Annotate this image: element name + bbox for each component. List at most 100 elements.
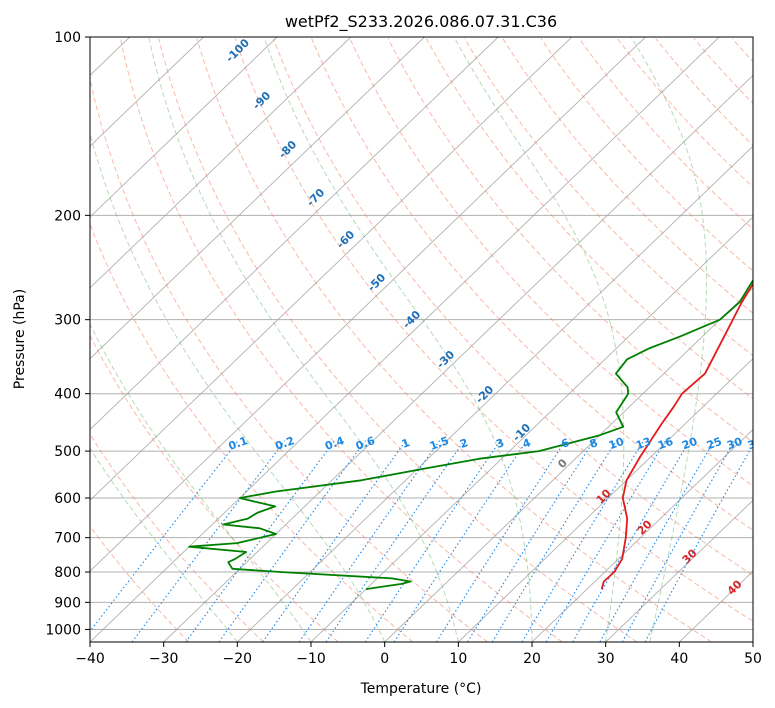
dry-adiabat-label: -80 <box>276 138 299 161</box>
temperature-profile-line <box>600 282 753 590</box>
isotherm-line <box>310 216 753 642</box>
x-tick-label: −40 <box>75 651 105 667</box>
x-tick-label: −20 <box>223 651 253 667</box>
isotherm-line <box>90 37 646 572</box>
mixing-ratio-label: 25 <box>705 435 724 452</box>
mixing-ratio-line <box>644 443 753 642</box>
mixing-ratio-label: 0.1 <box>227 434 250 453</box>
mixing-ratio-label: 8 <box>588 436 600 451</box>
mixing-ratio-line <box>572 440 691 642</box>
mixing-ratio-label: 2 <box>458 436 470 451</box>
dry-adiabat-line <box>120 38 563 642</box>
y-tick-label: 1000 <box>45 622 81 638</box>
mixing-ratio-label: 0.2 <box>273 434 296 453</box>
isotherm-line <box>90 37 499 431</box>
mixing-ratio-line <box>262 440 407 642</box>
x-tick-label: 40 <box>670 651 688 667</box>
mixing-ratio-label: 1 <box>400 436 412 451</box>
dry-adiabat-label: 30 <box>680 546 700 566</box>
mixing-ratio-line <box>621 440 736 642</box>
dry-adiabat-label: -90 <box>250 89 273 112</box>
dry-adiabat-line <box>655 38 753 146</box>
isotherm-line <box>90 37 573 501</box>
dry-adiabat-label: -20 <box>473 383 496 406</box>
mixing-ratio-line <box>393 440 528 642</box>
dry-adiabat-line <box>272 38 753 576</box>
dry-adiabat-label: 20 <box>635 517 655 537</box>
dry-adiabat-line <box>540 38 753 272</box>
y-axis-label: Pressure (hPa) <box>12 289 28 389</box>
dry-adiabat-label: -60 <box>334 228 357 251</box>
dry-adiabat-line <box>158 38 638 642</box>
dry-adiabat-line <box>311 38 753 531</box>
x-tick-label: 10 <box>449 651 467 667</box>
mixing-ratio-line <box>90 440 239 633</box>
y-tick-label: 900 <box>54 595 81 611</box>
mixing-ratio-line <box>435 440 566 642</box>
dry-adiabat-label: -100 <box>223 36 252 65</box>
dry-adiabat-line <box>770 39 775 643</box>
isotherm-line <box>90 37 204 147</box>
x-axis-label: Temperature (°C) <box>360 681 482 697</box>
dry-adiabat-line <box>90 433 264 642</box>
isotherm-line <box>531 428 753 642</box>
mixing-ratio-line <box>491 440 617 642</box>
dry-adiabat-label: 0 <box>555 456 570 471</box>
dry-adiabat-line <box>502 38 753 314</box>
isotherm-line <box>90 37 425 360</box>
moist-adiabat-line <box>148 37 459 642</box>
mixing-ratio-line <box>325 440 465 642</box>
mixing-ratio-line <box>467 440 595 642</box>
dry-adiabat-label: -50 <box>365 271 388 294</box>
x-tick-label: −10 <box>296 651 326 667</box>
moist-adiabat-line <box>453 37 625 642</box>
dry-adiabat-line <box>693 38 753 105</box>
x-tick-label: −30 <box>149 651 179 667</box>
mixing-ratio-line <box>364 440 501 642</box>
isotherm-line <box>605 499 753 642</box>
dry-adiabat-line <box>425 38 753 400</box>
isotherm-line <box>90 37 720 642</box>
moist-adiabat-line <box>630 37 708 642</box>
moist-adiabat-line <box>263 37 533 642</box>
dry-adiabat-label: -70 <box>304 186 327 209</box>
mixing-ratio-line <box>131 440 286 642</box>
mixing-ratio-label: 1.5 <box>428 434 451 453</box>
isotherm-line <box>0 37 56 642</box>
mixing-ratio-label: 4 <box>521 436 533 451</box>
y-tick-label: 600 <box>54 491 81 507</box>
isotherm-line <box>384 287 753 642</box>
isotherm-line <box>90 37 278 218</box>
x-tick-label: 50 <box>744 651 762 667</box>
isotherm-line <box>163 74 753 642</box>
mixing-ratio-line <box>185 440 336 642</box>
y-tick-label: 200 <box>54 208 81 224</box>
mixing-ratio-label: 6 <box>559 436 571 451</box>
dry-adiabat-label: -40 <box>400 308 423 331</box>
y-tick-label: 100 <box>54 30 81 46</box>
x-tick-label: 20 <box>523 651 541 667</box>
dry-adiabat-line <box>349 38 753 487</box>
chart-title: wetPf2_S233.2026.086.07.31.C36 <box>285 12 557 32</box>
y-tick-label: 400 <box>54 387 81 403</box>
mixing-ratio-line <box>298 440 440 642</box>
mixing-ratio-label: 30 <box>725 435 744 453</box>
dry-adiabat-line <box>234 38 753 622</box>
dewpoint-profile-line <box>188 278 753 590</box>
y-tick-label: 300 <box>54 313 81 329</box>
dry-adiabat-line <box>464 38 753 357</box>
y-tick-label: 700 <box>54 531 81 547</box>
isotherm-line <box>90 37 352 289</box>
x-tick-label: 30 <box>597 651 615 667</box>
y-tick-label: 800 <box>54 565 81 581</box>
dry-adiabat-label: -30 <box>434 348 457 371</box>
moist-adiabat-line <box>90 131 386 642</box>
mixing-ratio-label: 20 <box>680 435 699 453</box>
dry-adiabat-line <box>90 222 414 642</box>
dry-adiabat-line <box>196 38 712 642</box>
x-axis: −40 −30 −20 −10 0 10 20 30 40 50 <box>75 642 762 667</box>
moist-adiabat-line <box>90 447 238 642</box>
dry-adiabat-line <box>387 38 753 443</box>
isotherm-line <box>458 358 753 642</box>
y-axis: 100 200 300 400 500 600 700 800 900 1000 <box>45 30 90 638</box>
